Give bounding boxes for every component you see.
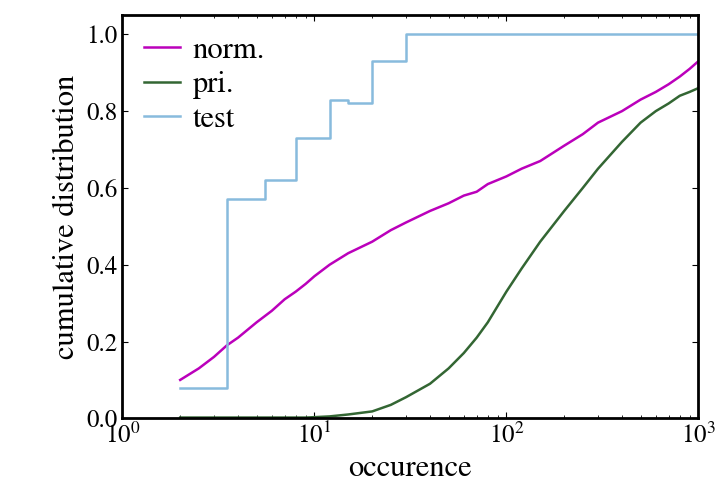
test bbox=[260, 197, 269, 203]
pri. bbox=[176, 414, 184, 420]
test bbox=[344, 97, 353, 103]
norm. bbox=[560, 143, 569, 149]
pri. bbox=[675, 93, 684, 99]
test bbox=[694, 31, 703, 37]
pri. bbox=[594, 166, 603, 172]
norm. bbox=[517, 166, 526, 172]
pri. bbox=[402, 394, 410, 400]
norm. bbox=[426, 208, 434, 214]
pri. bbox=[694, 85, 703, 91]
norm. bbox=[685, 66, 694, 72]
test bbox=[368, 100, 377, 106]
test bbox=[444, 31, 453, 37]
norm. bbox=[210, 354, 218, 360]
pri. bbox=[387, 402, 395, 408]
pri. bbox=[310, 414, 319, 420]
test bbox=[402, 58, 410, 64]
norm. bbox=[444, 200, 453, 206]
pri. bbox=[268, 414, 276, 420]
norm. bbox=[652, 89, 660, 95]
Line: test: test bbox=[180, 34, 698, 388]
pri. bbox=[578, 185, 587, 191]
norm. bbox=[325, 262, 334, 268]
Line: norm.: norm. bbox=[180, 61, 698, 380]
norm. bbox=[301, 281, 310, 287]
pri. bbox=[252, 414, 261, 420]
norm. bbox=[618, 108, 626, 114]
pri. bbox=[234, 414, 243, 420]
pri. bbox=[536, 239, 544, 245]
Line: pri.: pri. bbox=[180, 88, 698, 417]
test bbox=[176, 385, 184, 391]
pri. bbox=[652, 108, 660, 114]
pri. bbox=[444, 365, 453, 371]
pri. bbox=[344, 411, 353, 417]
test bbox=[222, 197, 231, 203]
test bbox=[344, 100, 353, 106]
test bbox=[444, 31, 453, 37]
test bbox=[292, 177, 300, 183]
norm. bbox=[665, 81, 673, 87]
X-axis label: occurence: occurence bbox=[348, 455, 472, 483]
norm. bbox=[387, 227, 395, 233]
norm. bbox=[536, 158, 544, 164]
Legend: norm., pri., test: norm., pri., test bbox=[132, 24, 277, 146]
pri. bbox=[459, 350, 468, 356]
norm. bbox=[459, 193, 468, 199]
norm. bbox=[636, 97, 645, 103]
pri. bbox=[210, 414, 218, 420]
test bbox=[325, 135, 334, 141]
test bbox=[292, 135, 300, 141]
test bbox=[368, 58, 377, 64]
norm. bbox=[694, 58, 703, 64]
pri. bbox=[483, 320, 492, 326]
test bbox=[325, 97, 334, 103]
pri. bbox=[472, 335, 481, 341]
norm. bbox=[344, 250, 353, 256]
norm. bbox=[578, 131, 587, 137]
norm. bbox=[268, 308, 276, 314]
norm. bbox=[502, 173, 510, 179]
pri. bbox=[368, 408, 377, 414]
pri. bbox=[292, 414, 300, 420]
norm. bbox=[234, 335, 243, 341]
pri. bbox=[665, 100, 673, 106]
norm. bbox=[280, 296, 289, 302]
norm. bbox=[176, 377, 184, 383]
norm. bbox=[402, 219, 410, 225]
pri. bbox=[618, 139, 626, 145]
pri. bbox=[325, 413, 334, 419]
pri. bbox=[426, 381, 434, 387]
test bbox=[222, 385, 231, 391]
pri. bbox=[301, 414, 310, 420]
norm. bbox=[483, 181, 492, 187]
pri. bbox=[685, 89, 694, 95]
norm. bbox=[472, 188, 481, 195]
pri. bbox=[502, 289, 510, 295]
norm. bbox=[594, 119, 603, 125]
Y-axis label: cumulative distribution: cumulative distribution bbox=[53, 75, 81, 359]
norm. bbox=[194, 365, 203, 371]
pri. bbox=[560, 208, 569, 214]
norm. bbox=[292, 289, 300, 295]
test bbox=[402, 31, 410, 37]
pri. bbox=[636, 119, 645, 125]
norm. bbox=[675, 74, 684, 80]
norm. bbox=[222, 342, 231, 348]
norm. bbox=[310, 273, 319, 279]
norm. bbox=[252, 320, 261, 326]
norm. bbox=[368, 239, 377, 245]
pri. bbox=[517, 266, 526, 272]
pri. bbox=[280, 414, 289, 420]
test bbox=[260, 177, 269, 183]
